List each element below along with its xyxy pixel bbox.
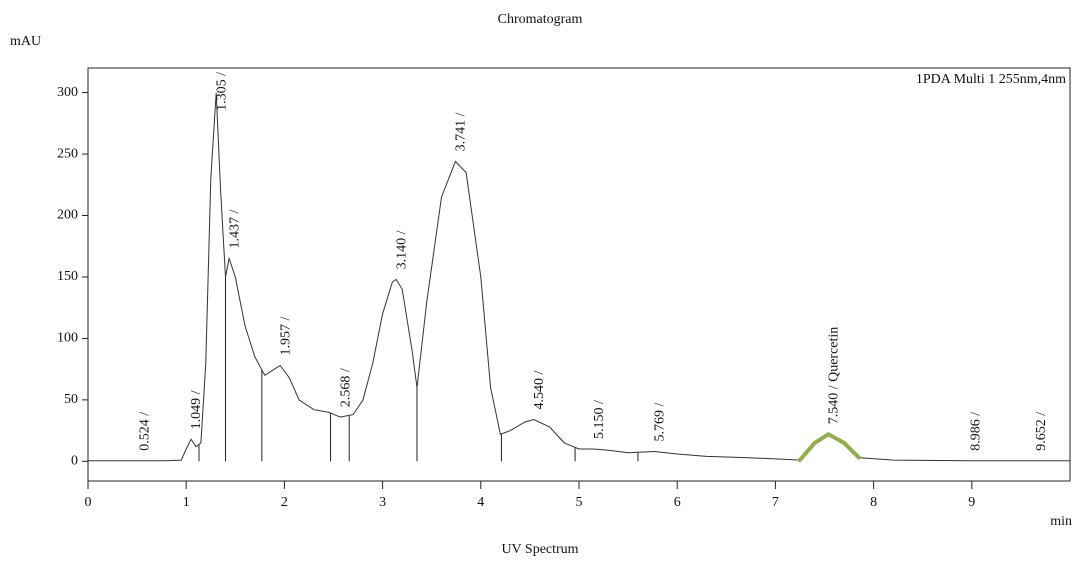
y-tick-label: 150 xyxy=(57,269,78,284)
x-tick-label: 1 xyxy=(183,495,190,510)
peak-label: 1.049 / xyxy=(189,390,204,429)
peak-label: 5.150 / xyxy=(592,400,607,439)
x-axis-label: min xyxy=(1050,514,1072,529)
peak-label: 4.540 / xyxy=(532,371,547,410)
peak-label: 0.524 / xyxy=(138,412,153,451)
y-tick-label: 0 xyxy=(71,454,78,469)
peak-label: 2.568 / xyxy=(338,368,353,407)
y-tick-label: 200 xyxy=(57,208,78,223)
x-tick-label: 0 xyxy=(85,495,92,510)
x-tick-label: 5 xyxy=(576,495,583,510)
x-tick-label: 6 xyxy=(674,495,681,510)
caption: UV Spectrum xyxy=(501,542,578,557)
peak-label: 5.769 / xyxy=(653,403,668,442)
trace xyxy=(88,92,1070,462)
y-tick-label: 100 xyxy=(57,331,78,346)
x-tick-label: 2 xyxy=(281,495,288,510)
peak-label: 8.986 / xyxy=(969,412,984,451)
peak-label: 1.305 / xyxy=(214,72,229,111)
y-axis-label: mAU xyxy=(10,34,41,49)
highlight-peak xyxy=(797,431,861,463)
y-tick-label: 250 xyxy=(57,146,78,161)
x-tick-label: 7 xyxy=(772,495,779,510)
peak-label: 3.140 / xyxy=(395,230,410,269)
peak-label: 1.957 / xyxy=(278,316,293,355)
peak-label: 7.540 / Quercetin xyxy=(827,327,842,425)
x-tick-label: 8 xyxy=(870,495,877,510)
y-tick-label: 300 xyxy=(57,85,78,100)
x-tick-label: 4 xyxy=(477,495,484,510)
peak-label: 9.652 / xyxy=(1034,412,1049,451)
x-tick-label: 3 xyxy=(379,495,386,510)
peak-label: 3.741 / xyxy=(454,112,469,151)
peak-label: 1.437 / xyxy=(227,210,242,249)
chart-title: Chromatogram xyxy=(498,12,583,27)
x-tick-label: 9 xyxy=(968,495,975,510)
annotation: 1PDA Multi 1 255nm,4nm xyxy=(916,72,1066,87)
plot-frame xyxy=(87,67,1071,482)
y-tick-label: 50 xyxy=(64,392,78,407)
